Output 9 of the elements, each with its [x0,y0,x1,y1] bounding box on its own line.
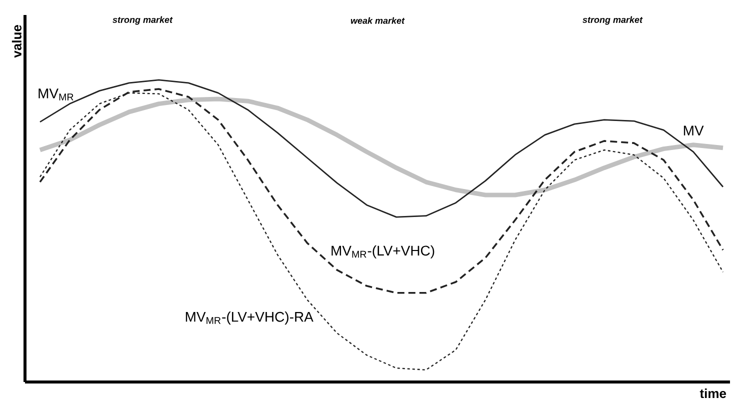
y-axis-title: value [12,24,22,58]
series-label: MV$_{MR}$ [38,88,74,100]
text: weak market [350,17,405,24]
text: strong market [112,16,173,25]
series-label: MV [684,126,704,136]
x-axis-title: time [700,388,726,398]
series-label: MV$_{MR}$-(LV+VHC) [332,245,434,258]
text: strong market [582,16,643,25]
series-label: MV$_{MR}$-(LV+VHC)-RA [186,312,314,325]
